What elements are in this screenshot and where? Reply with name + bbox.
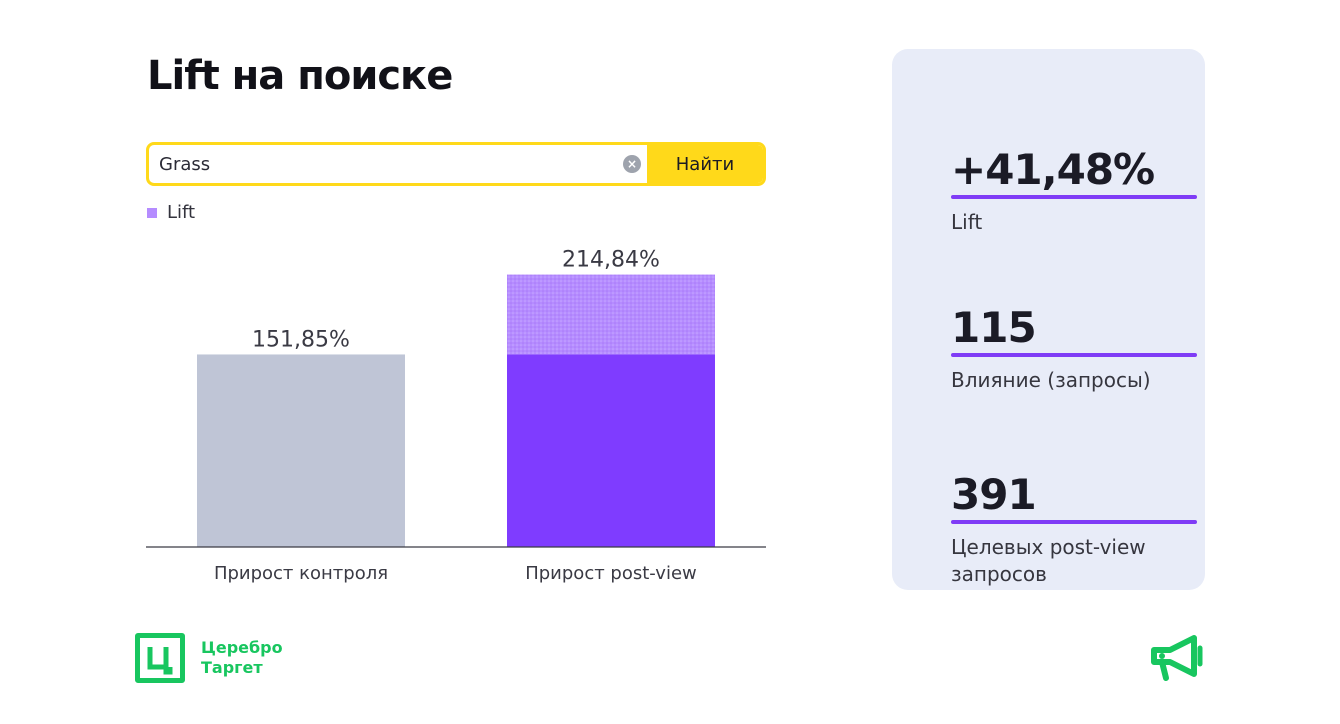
stat-label: Влияние (запросы)	[951, 368, 1151, 392]
stat-underline	[951, 195, 1197, 199]
stat-target-queries: 391 Целевых post-view запросов	[951, 470, 1197, 588]
megaphone-icon	[1151, 635, 1203, 681]
x-tick-label: Прирост post-view	[525, 563, 697, 584]
stat-label: Целевых post-view запросов	[951, 535, 1146, 586]
legend-swatch	[147, 207, 157, 218]
bar-base	[197, 354, 405, 547]
clear-icon[interactable]: ×	[623, 155, 641, 173]
brand-name-line2: Таргет	[201, 658, 263, 677]
legend-label: Lift	[167, 202, 196, 223]
stat-value: +41,48%	[951, 145, 1155, 194]
bar-data-label: 214,84%	[562, 248, 660, 273]
brand-logo: Церебро Таргет	[135, 633, 283, 683]
brand-name: Церебро Таргет	[201, 638, 283, 678]
page-title: Lift на поиске	[147, 53, 453, 99]
bar-data-label: 151,85%	[252, 327, 350, 352]
search-input[interactable]	[159, 145, 619, 183]
search-button[interactable]: Найти	[647, 145, 763, 183]
stat-label: Lift	[951, 210, 983, 234]
bar-lift-segment	[507, 274, 715, 355]
cerebro-logo-icon	[135, 633, 185, 683]
bar-base	[507, 354, 715, 547]
stats-panel: +41,48% Lift 115 Влияние (запросы) 391 Ц…	[892, 49, 1205, 590]
stat-underline	[951, 353, 1197, 357]
stat-underline	[951, 520, 1197, 524]
stat-lift: +41,48% Lift	[951, 145, 1197, 236]
search-bar: × Найти	[146, 142, 766, 186]
brand-name-line1: Церебро	[201, 638, 283, 657]
stat-influence: 115 Влияние (запросы)	[951, 303, 1197, 394]
stat-value: 115	[951, 303, 1037, 352]
x-tick-label: Прирост контроля	[214, 563, 388, 584]
stat-value: 391	[951, 470, 1037, 519]
chart-legend: Lift	[147, 202, 195, 223]
